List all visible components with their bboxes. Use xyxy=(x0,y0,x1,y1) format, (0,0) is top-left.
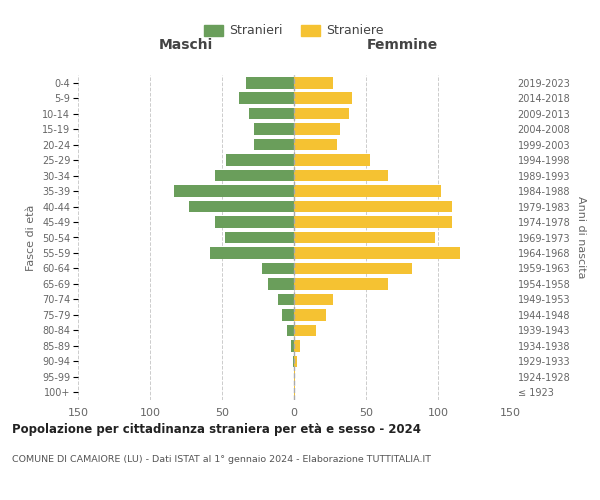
Text: Popolazione per cittadinanza straniera per età e sesso - 2024: Popolazione per cittadinanza straniera p… xyxy=(12,422,421,436)
Bar xyxy=(291,340,294,351)
Bar xyxy=(189,200,294,212)
Bar xyxy=(294,108,349,120)
Y-axis label: Fasce di età: Fasce di età xyxy=(26,204,37,270)
Bar xyxy=(247,77,294,88)
Bar xyxy=(294,386,295,398)
Bar xyxy=(294,186,441,197)
Bar xyxy=(239,92,294,104)
Text: Maschi: Maschi xyxy=(159,38,213,52)
Bar xyxy=(294,200,452,212)
Bar xyxy=(294,356,297,367)
Bar xyxy=(294,77,333,88)
Bar xyxy=(294,262,412,274)
Bar xyxy=(294,170,388,181)
Bar xyxy=(294,309,326,320)
Bar xyxy=(294,324,316,336)
Bar xyxy=(294,154,370,166)
Bar xyxy=(268,278,294,289)
Text: Femmine: Femmine xyxy=(367,38,437,52)
Bar xyxy=(294,294,333,305)
Bar xyxy=(294,232,435,243)
Bar xyxy=(262,262,294,274)
Bar xyxy=(215,216,294,228)
Bar xyxy=(215,170,294,181)
Bar xyxy=(294,139,337,150)
Bar xyxy=(294,92,352,104)
Bar xyxy=(250,108,294,120)
Bar xyxy=(283,309,294,320)
Bar xyxy=(287,324,294,336)
Bar xyxy=(175,186,294,197)
Bar xyxy=(254,139,294,150)
Bar xyxy=(211,247,294,259)
Bar xyxy=(294,371,295,382)
Bar xyxy=(294,216,452,228)
Legend: Stranieri, Straniere: Stranieri, Straniere xyxy=(199,20,389,42)
Bar xyxy=(294,340,300,351)
Bar xyxy=(226,154,294,166)
Bar xyxy=(294,278,388,289)
Bar xyxy=(225,232,294,243)
Y-axis label: Anni di nascita: Anni di nascita xyxy=(576,196,586,279)
Text: COMUNE DI CAMAIORE (LU) - Dati ISTAT al 1° gennaio 2024 - Elaborazione TUTTITALI: COMUNE DI CAMAIORE (LU) - Dati ISTAT al … xyxy=(12,455,431,464)
Bar xyxy=(293,356,294,367)
Bar xyxy=(254,124,294,135)
Bar xyxy=(278,294,294,305)
Bar xyxy=(294,247,460,259)
Bar xyxy=(294,124,340,135)
